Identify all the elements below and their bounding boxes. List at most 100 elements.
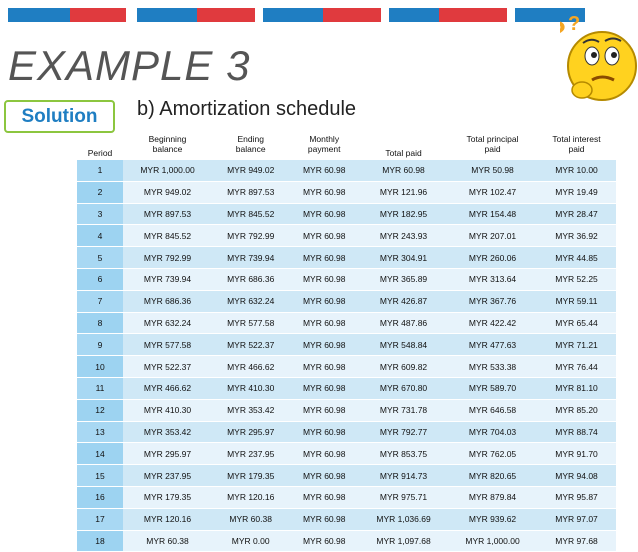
cell-beginning-balance: MYR 686.36 — [123, 290, 212, 313]
table-row: 14 MYR 295.97 MYR 237.95 MYR 60.98 MYR 853.7… — [77, 442, 616, 466]
cell-total-interest-paid: MYR 36.92 — [537, 224, 616, 248]
cell-total-principal-paid: MYR 477.63 — [448, 333, 538, 357]
cell-period: 8 — [77, 312, 123, 335]
cell-ending-balance: MYR 295.97 — [212, 421, 290, 444]
question-mark-icon: ? — [560, 16, 566, 49]
table-row: 8 MYR 632.24 MYR 577.58 MYR 60.98 MYR 487.86… — [77, 312, 616, 335]
cell-monthly-payment: MYR 60.98 — [289, 246, 360, 269]
cell-beginning-balance: MYR 237.95 — [123, 464, 212, 487]
cell-period: 17 — [77, 508, 123, 531]
question-mark-small-icon: ? — [568, 13, 580, 35]
header-monthly-payment: Monthly payment — [307, 134, 341, 154]
cell-total-principal-paid: MYR 102.47 — [448, 181, 538, 204]
header-total-paid: Total paid — [385, 148, 422, 158]
header-ending-balance: Ending balance — [235, 134, 266, 154]
cell-monthly-payment: MYR 60.98 — [289, 203, 360, 226]
table-row: 16 MYR 179.35 MYR 120.16 MYR 60.98 MYR 975.7… — [77, 486, 616, 509]
cell-ending-balance: MYR 949.02 — [212, 160, 290, 182]
cell-total-interest-paid: MYR 94.08 — [537, 464, 616, 487]
cell-total-principal-paid: MYR 422.42 — [448, 312, 538, 335]
cell-monthly-payment: MYR 60.98 — [289, 464, 360, 487]
cell-monthly-payment: MYR 60.98 — [289, 530, 360, 552]
cell-monthly-payment: MYR 60.98 — [289, 421, 360, 444]
cell-total-principal-paid: MYR 260.06 — [448, 246, 538, 269]
cell-total-paid: MYR 60.98 — [359, 160, 449, 182]
cell-total-principal-paid: MYR 879.84 — [448, 486, 538, 509]
cell-beginning-balance: MYR 353.42 — [123, 421, 212, 444]
cell-total-interest-paid: MYR 76.44 — [537, 355, 616, 378]
top-bar-2 — [137, 8, 255, 22]
table-row: 12 MYR 410.30 MYR 353.42 MYR 60.98 MYR 731.7… — [77, 399, 616, 422]
table-row: 5 MYR 792.99 MYR 739.94 MYR 60.98 MYR 304.91… — [77, 246, 616, 269]
cell-beginning-balance: MYR 897.53 — [123, 203, 212, 226]
cell-monthly-payment: MYR 60.98 — [289, 486, 360, 509]
cell-period: 16 — [77, 486, 123, 509]
cell-total-paid: MYR 853.75 — [359, 442, 449, 466]
cell-period: 5 — [77, 246, 123, 269]
cell-total-paid: MYR 792.77 — [359, 421, 449, 444]
cell-total-principal-paid: MYR 1,000.00 — [448, 530, 538, 552]
cell-period: 2 — [77, 181, 123, 204]
cell-monthly-payment: MYR 60.98 — [289, 355, 360, 378]
table-row: 13 MYR 353.42 MYR 295.97 MYR 60.98 MYR 792.7… — [77, 421, 616, 444]
cell-total-interest-paid: MYR 10.00 — [537, 160, 616, 182]
subtitle: b) Amortization schedule — [137, 98, 357, 120]
cell-total-paid: MYR 487.86 — [359, 312, 449, 335]
top-bar-1 — [8, 8, 126, 22]
cell-monthly-payment: MYR 60.98 — [289, 160, 360, 182]
cell-ending-balance: MYR 632.24 — [212, 290, 290, 313]
cell-monthly-payment: MYR 60.98 — [289, 268, 360, 291]
cell-ending-balance: MYR 686.36 — [212, 268, 290, 291]
cell-beginning-balance: MYR 295.97 — [123, 442, 212, 466]
cell-beginning-balance: MYR 792.99 — [123, 246, 212, 269]
cell-total-principal-paid: MYR 646.58 — [448, 399, 538, 422]
cell-beginning-balance: MYR 632.24 — [123, 312, 212, 335]
cell-total-interest-paid: MYR 71.21 — [537, 333, 616, 357]
cell-period: 15 — [77, 464, 123, 487]
top-bar-3 — [263, 8, 381, 22]
cell-period: 12 — [77, 399, 123, 422]
top-bar-5 — [515, 8, 585, 22]
decorative-top-bars — [0, 0, 638, 26]
cell-period: 14 — [77, 442, 123, 466]
cell-period: 1 — [77, 160, 123, 182]
cell-total-paid: MYR 609.82 — [359, 355, 449, 378]
table-row: 7 MYR 686.36 MYR 632.24 MYR 60.98 MYR 426.87… — [77, 290, 616, 313]
cell-beginning-balance: MYR 60.38 — [123, 530, 212, 552]
cell-total-paid: MYR 121.96 — [359, 181, 449, 204]
cell-total-interest-paid: MYR 81.10 — [537, 377, 616, 400]
cell-period: 7 — [77, 290, 123, 313]
cell-total-paid: MYR 304.91 — [359, 246, 449, 269]
header-total-principal-paid: Total principal paid — [466, 134, 519, 154]
cell-total-interest-paid: MYR 52.25 — [537, 268, 616, 291]
cell-monthly-payment: MYR 60.98 — [289, 508, 360, 531]
cell-total-paid: MYR 365.89 — [359, 268, 449, 291]
cell-total-principal-paid: MYR 762.05 — [448, 442, 538, 466]
cell-total-principal-paid: MYR 589.70 — [448, 377, 538, 400]
table-row: 3 MYR 897.53 MYR 845.52 MYR 60.98 MYR 182.95… — [77, 203, 616, 226]
cell-total-principal-paid: MYR 820.65 — [448, 464, 538, 487]
cell-total-principal-paid: MYR 367.76 — [448, 290, 538, 313]
cell-total-interest-paid: MYR 88.74 — [537, 421, 616, 444]
cell-monthly-payment: MYR 60.98 — [289, 377, 360, 400]
cell-ending-balance: MYR 0.00 — [212, 530, 290, 552]
cell-ending-balance: MYR 792.99 — [212, 224, 290, 248]
table-row: 1 MYR 1,000.00 MYR 949.02 MYR 60.98 MYR 60.9… — [77, 160, 616, 182]
cell-ending-balance: MYR 120.16 — [212, 486, 290, 509]
table-row: 17 MYR 120.16 MYR 60.38 MYR 60.98 MYR 1,036.… — [77, 508, 616, 531]
cell-beginning-balance: MYR 410.30 — [123, 399, 212, 422]
table-row: 9 MYR 577.58 MYR 522.37 MYR 60.98 MYR 548.84… — [77, 333, 616, 357]
cell-beginning-balance: MYR 949.02 — [123, 181, 212, 204]
cell-beginning-balance: MYR 522.37 — [123, 355, 212, 378]
header-beginning-balance: Beginning balance — [148, 134, 187, 154]
cell-ending-balance: MYR 353.42 — [212, 399, 290, 422]
cell-total-interest-paid: MYR 95.87 — [537, 486, 616, 509]
header-period: Period — [87, 148, 113, 158]
cell-period: 6 — [77, 268, 123, 291]
cell-total-principal-paid: MYR 50.98 — [448, 160, 538, 182]
thinking-face-icon: ? ? — [548, 10, 638, 110]
cell-ending-balance: MYR 179.35 — [212, 464, 290, 487]
table-row: 15 MYR 237.95 MYR 179.35 MYR 60.98 MYR 914.7… — [77, 464, 616, 487]
cell-beginning-balance: MYR 739.94 — [123, 268, 212, 291]
table-header-row: Period Beginning balance Ending balance … — [77, 128, 616, 160]
